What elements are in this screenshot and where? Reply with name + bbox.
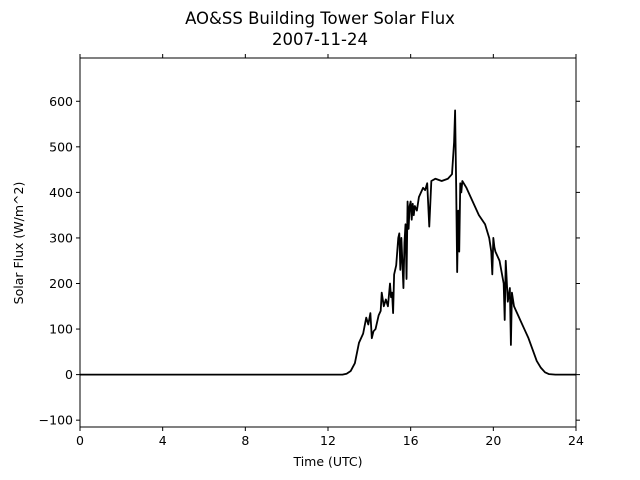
y-axis: −100 0 100 200 300 400 500 600: [39, 94, 580, 428]
chart-subtitle: 2007-11-24: [272, 30, 368, 49]
plot-frame: [79, 57, 577, 428]
x-axis: 0 4 8 12 16 20 24: [76, 54, 584, 448]
y-tick-label: 100: [49, 322, 73, 337]
y-tick-label: 400: [49, 185, 73, 200]
plot-area: [80, 109, 576, 376]
chart-title: AO&SS Building Tower Solar Flux: [185, 9, 455, 28]
y-tick-label: 600: [49, 94, 73, 109]
y-tick-label: 500: [49, 139, 73, 154]
x-axis-label: Time (UTC): [292, 454, 362, 469]
x-tick-label: 12: [320, 433, 336, 448]
y-tick-label: 0: [65, 367, 73, 382]
y-axis-label: Solar Flux (W/m^2): [11, 182, 26, 305]
series-line: [80, 109, 576, 376]
x-tick-label: 8: [241, 433, 249, 448]
y-tick-label: −100: [39, 413, 73, 428]
x-tick-label: 0: [76, 433, 84, 448]
x-tick-label: 24: [568, 433, 584, 448]
x-tick-label: 16: [403, 433, 419, 448]
y-tick-label: 200: [49, 276, 73, 291]
x-tick-label: 20: [485, 433, 501, 448]
y-tick-label: 300: [49, 230, 73, 245]
x-tick-label: 4: [159, 433, 167, 448]
